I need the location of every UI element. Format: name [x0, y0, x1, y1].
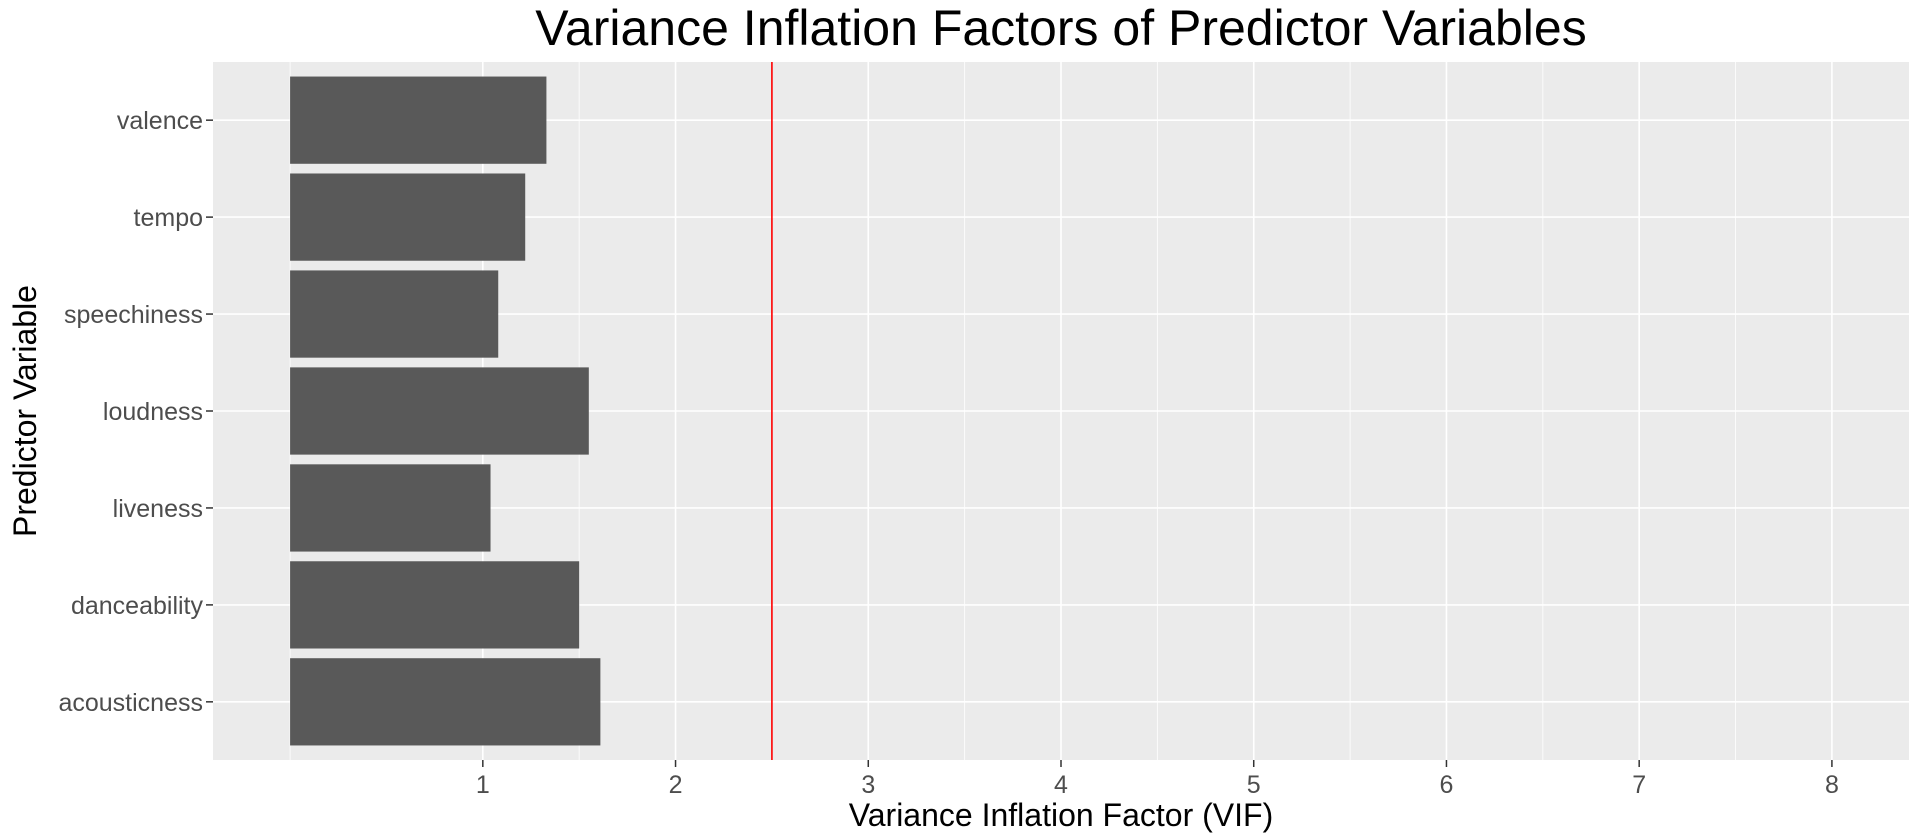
chart-title: Variance Inflation Factors of Predictor … — [535, 0, 1586, 56]
bar-valence — [290, 76, 547, 164]
bar-danceability — [290, 561, 580, 649]
x-tick-label: 7 — [1632, 771, 1646, 799]
x-tick-label: 8 — [1825, 771, 1839, 799]
y-axis-ticks: acousticness danceability liveness loudness… — [58, 107, 213, 717]
y-tick-label: acousticness — [58, 689, 203, 717]
bar-acousticness — [290, 658, 601, 746]
y-tick-label: valence — [117, 107, 203, 135]
x-tick-label: 4 — [1054, 771, 1068, 799]
y-axis-title: Predictor Variable — [7, 285, 43, 537]
y-tick-label: speechiness — [64, 301, 203, 329]
bar-speechiness — [290, 270, 499, 358]
x-axis-ticks: 1 2 3 4 5 6 7 8 — [476, 760, 1839, 799]
y-tick-label: liveness — [113, 495, 203, 523]
x-tick-label: 1 — [476, 771, 490, 799]
bars — [290, 76, 601, 746]
bar-liveness — [290, 464, 491, 552]
y-tick-label: danceability — [71, 592, 204, 620]
y-tick-label: tempo — [134, 204, 203, 232]
x-axis-title: Variance Inflation Factor (VIF) — [849, 797, 1273, 833]
bar-loudness — [290, 367, 589, 455]
bar-tempo — [290, 173, 526, 261]
y-tick-label: loudness — [103, 398, 203, 426]
x-tick-label: 5 — [1247, 771, 1261, 799]
x-tick-label: 6 — [1440, 771, 1454, 799]
x-tick-label: 2 — [669, 771, 683, 799]
x-tick-label: 3 — [861, 771, 875, 799]
